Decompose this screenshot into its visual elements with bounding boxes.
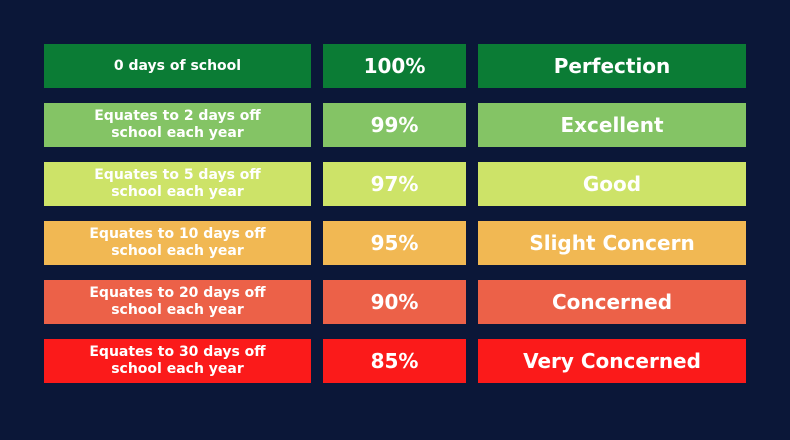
percent-cell: 99% xyxy=(323,103,466,147)
days-cell: Equates to 5 days off school each year xyxy=(44,162,311,206)
rating-cell: Concerned xyxy=(478,280,746,324)
days-cell: Equates to 30 days off school each year xyxy=(44,339,311,383)
rating-cell: Perfection xyxy=(478,44,746,88)
percent-cell: 95% xyxy=(323,221,466,265)
days-cell: Equates to 20 days off school each year xyxy=(44,280,311,324)
days-cell: 0 days of school xyxy=(44,44,311,88)
rating-cell: Good xyxy=(478,162,746,206)
percent-cell: 90% xyxy=(323,280,466,324)
percent-cell: 100% xyxy=(323,44,466,88)
percent-cell: 97% xyxy=(323,162,466,206)
rating-cell: Excellent xyxy=(478,103,746,147)
days-cell: Equates to 10 days off school each year xyxy=(44,221,311,265)
days-cell: Equates to 2 days off school each year xyxy=(44,103,311,147)
rating-cell: Very Concerned xyxy=(478,339,746,383)
rating-cell: Slight Concern xyxy=(478,221,746,265)
percent-cell: 85% xyxy=(323,339,466,383)
